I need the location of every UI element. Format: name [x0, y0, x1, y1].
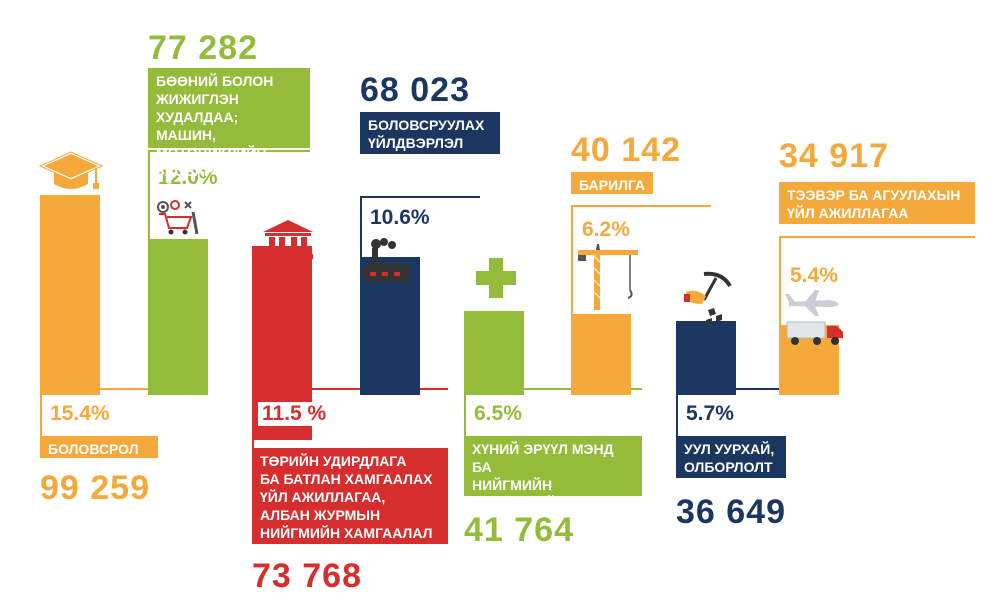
shopping-cart-tools-icon [157, 200, 199, 235]
count-manufacturing: 68 023 [360, 71, 470, 109]
label-line: УУЛ УУРХАЙ, [684, 441, 775, 457]
label-line: ТӨРИЙН УДИРДЛАГА [260, 453, 407, 469]
label-line: ЖИЖИГЛЭН ХУДАЛДАА; [156, 91, 239, 125]
frame-trade [148, 150, 310, 240]
bar-trade [148, 239, 208, 395]
count-education: 99 259 [40, 469, 150, 507]
count-construction: 40 142 [571, 131, 681, 169]
pct-health: 6.5% [470, 402, 526, 426]
factory-icon [364, 238, 410, 282]
label-education: БОЛОВСРОЛ [40, 436, 158, 458]
label-line: БА БАТЛАН ХАМГААЛАХ [260, 471, 433, 487]
count-trade: 77 282 [148, 29, 258, 67]
label-line: АЛБАН ЖУРМЫН [260, 507, 381, 523]
label-line: ҮЙЛ АЖИЛЛАГАА, [260, 489, 386, 505]
label-line: БОЛОВСРОЛ [48, 441, 139, 457]
label-public-admin: ТӨРИЙН УДИРДЛАГА БА БАТЛАН ХАМГААЛАХ ҮЙЛ… [252, 448, 448, 544]
label-line: НИЙГМИЙН ХАМГААЛАЛ [260, 525, 433, 541]
bar-health [464, 310, 524, 395]
label-line: ЗАСВАР ҮЙЛЧИЛГЭЭ [156, 163, 242, 197]
mining-pickaxe-icon [684, 271, 732, 325]
pct-trade: 12.0% [154, 166, 222, 190]
label-mining: УУЛ УУРХАЙ, ОЛБОРЛОЛТ [676, 436, 786, 478]
bar-construction [571, 314, 631, 395]
frame-construction [571, 205, 711, 320]
pct-mining: 5.7% [682, 402, 738, 426]
frame-manufacturing [360, 196, 480, 286]
pct-transport: 5.4% [786, 264, 842, 288]
frame-transport [779, 236, 975, 391]
label-line: БӨӨНИЙ БОЛОН [156, 73, 274, 89]
label-line: ОЛБОРЛОЛТ [684, 459, 773, 475]
label-line: ТЭЭВЭР БА АГУУЛАХЫН [787, 187, 961, 203]
pct-construction: 6.2% [578, 218, 634, 242]
label-line: ҮЙЛДВЭРЛЭЛ [368, 135, 464, 151]
medical-cross-icon [476, 258, 516, 298]
label-line: ҮЙЛ АЖИЛЛАГАА [472, 513, 594, 529]
count-public-admin: 73 768 [252, 557, 362, 595]
label-manufacturing: БОЛОВСРУУЛАХ ҮЙЛДВЭРЛЭЛ [360, 112, 500, 154]
count-transport: 34 917 [779, 137, 889, 175]
pct-education: 15.4% [46, 402, 114, 426]
tower-crane-icon [578, 244, 638, 310]
label-line: ҮЙЛ АЖИЛЛАГАА [787, 205, 909, 221]
airplane-truck-icon [785, 290, 843, 345]
count-mining: 36 649 [676, 493, 786, 531]
bar-mining [676, 320, 736, 395]
bar-education [40, 195, 100, 395]
pct-public-admin: 11.5 % [258, 402, 331, 426]
label-construction: БАРИЛГА [571, 172, 653, 194]
pct-manufacturing: 10.6% [366, 206, 434, 230]
count-health: 41 764 [464, 511, 574, 549]
label-trade: БӨӨНИЙ БОЛОН ЖИЖИГЛЭН ХУДАЛДАА; МАШИН, М… [148, 68, 310, 197]
label-line: МАШИН, МОТОЦИКЛИЙН [156, 127, 267, 161]
label-line: НИЙГМИЙН ХАЛАМЖИЙН [472, 477, 567, 511]
frame-health [464, 388, 642, 450]
label-transport: ТЭЭВЭР БА АГУУЛАХЫН ҮЙЛ АЖИЛЛАГАА [779, 182, 975, 224]
label-health: ХҮНИЙ ЭРҮҮЛ МЭНД БА НИЙГМИЙН ХАЛАМЖИЙН Ү… [464, 436, 642, 529]
label-line: БОЛОВСРУУЛАХ [368, 117, 485, 133]
government-building-icon [263, 220, 313, 259]
label-line: БАРИЛГА [579, 177, 646, 193]
graduation-cap-icon [38, 151, 104, 189]
label-line: ХҮНИЙ ЭРҮҮЛ МЭНД БА [472, 441, 614, 475]
